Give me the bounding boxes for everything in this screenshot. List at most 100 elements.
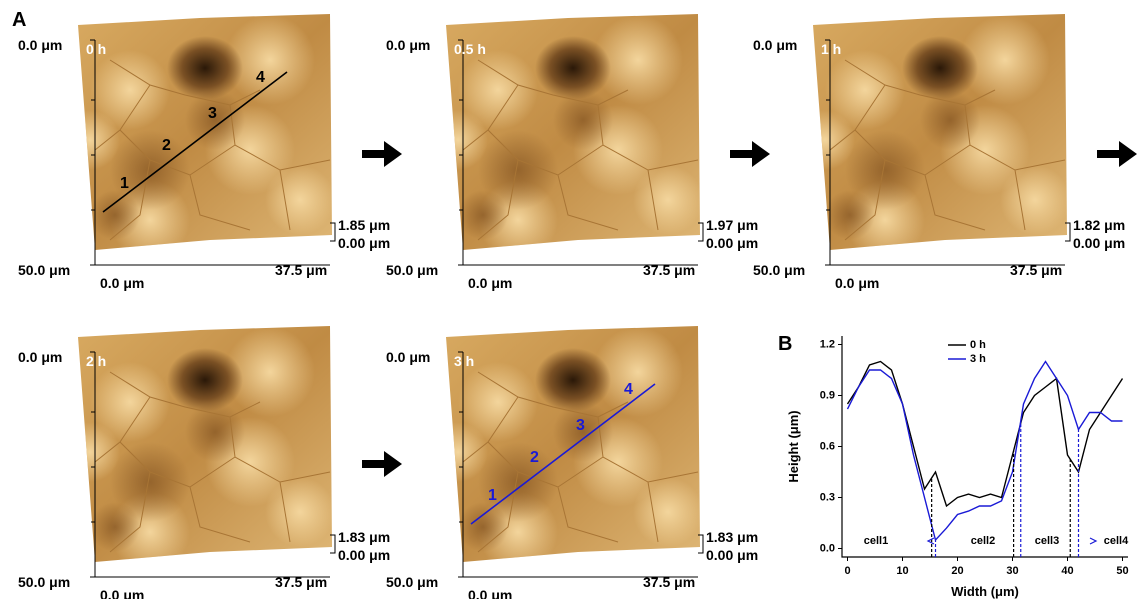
x-tick-label: 30 [1006,565,1018,577]
cell-dome [813,110,855,170]
axis-label: 0.00 μm [1073,235,1125,251]
cell-dome [90,362,170,442]
cell-low [458,190,508,240]
cell-dome [960,15,1050,105]
afm-panel: 3 h 0.0 μm 50.0 μm 0.0 μm 37.5 μm 1.83 μm 0.00… [386,326,758,599]
legend-label: 3 h [970,353,986,365]
axis-label: 50.0 μm [18,574,70,590]
axis-label: 0.0 μm [753,37,797,53]
y-axis-label: Height (μm) [786,410,801,482]
profile-label: 1 [120,175,129,192]
series-line [846,360,1124,508]
axis-label: 1.83 μm [338,529,390,545]
profile-label: 3 [208,105,217,122]
axis-label: 50.0 μm [18,262,70,278]
profile-label: 2 [162,137,171,154]
axis-label: 0.0 μm [468,275,512,291]
axis-frame [458,351,704,578]
pit [167,348,243,412]
series-line [846,360,1123,542]
profile-label: 3 [576,417,585,434]
y-tick-label: 0.3 [820,491,835,503]
cell-low [110,442,190,522]
cell-dome [446,422,488,482]
cell-dome [458,50,538,130]
cell-dome [78,110,120,170]
axis-label: 50.0 μm [386,574,438,590]
x-tick-label: 20 [951,565,963,577]
afm-panel: 0.5 h 0.0 μm 50.0 μm 0.0 μm 37.5 μm 1.97 μm 0.… [386,14,758,291]
cell-low [920,90,980,150]
axis-frame [825,39,1071,266]
axis-label: 0.00 μm [706,235,758,251]
cell-low [478,442,558,522]
time-label: 1 h [821,41,841,57]
axis-label: 0.0 μm [386,37,430,53]
panel-letter: B [778,333,792,355]
cell-label: cell3 [1035,535,1059,547]
afm-panel: 0 h 0.0 μm 50.0 μm 0.0 μm 37.5 μm 1.85 μm 0.00… [18,14,390,291]
axis-label: 50.0 μm [386,262,438,278]
cell-borders [94,59,331,241]
axis-label: 37.5 μm [643,262,695,278]
afm-image [446,14,700,250]
afm-image [78,326,332,562]
axis-label: 1.97 μm [706,217,758,233]
axis-label: 37.5 μm [275,262,327,278]
axis-label: 0.00 μm [338,547,390,563]
cell-dome [633,165,700,235]
axis-label: 1.82 μm [1073,217,1125,233]
cell-dome [1000,165,1067,235]
afm-image [78,14,332,250]
axis-label: 0.00 μm [706,547,758,563]
afm-image [446,326,700,562]
axis-label: 1.85 μm [338,217,390,233]
axis-label: 0.0 μm [386,349,430,365]
cell-dome [458,362,538,442]
afm-panel: 1 h 0.0 μm 50.0 μm 0.0 μm 37.5 μm 1.82 μm 0.00… [753,14,1125,291]
axis-label: 0.0 μm [100,275,144,291]
cell-label: cell2 [971,535,995,547]
axis-label: 0.0 μm [468,587,512,599]
cell-dome [633,477,700,547]
profile-label: 1 [488,487,497,504]
cell-dome [225,15,315,105]
axis-label: 50.0 μm [753,262,805,278]
range-arrow [926,537,1098,545]
cell-dome [265,477,332,547]
cell-low [458,502,508,552]
cell-borders [94,371,331,553]
pit [167,36,243,100]
x-axis-label: Width (μm) [951,584,1019,599]
profile-label: 4 [624,381,633,398]
y-tick-label: 0.0 [820,542,835,554]
axis-line [841,336,1128,558]
cell-label: cell1 [864,535,888,547]
axis-label: 37.5 μm [1010,262,1062,278]
cell-dome [90,50,170,130]
axis-label: 37.5 μm [275,574,327,590]
cell-label: cell4 [1104,535,1129,547]
y-tick-label: 1.2 [820,338,835,350]
y-tick-label: 0.9 [820,389,835,401]
pit [535,348,611,412]
profile-label: 2 [530,449,539,466]
x-tick-label: 40 [1061,565,1073,577]
cell-low [825,190,875,240]
cell-dome [593,15,683,105]
cell-dome [265,165,332,235]
axis-label: 0.0 μm [18,349,62,365]
time-label: 0.5 h [454,41,486,57]
cell-dome [78,422,120,482]
pit [902,36,978,100]
cell-borders [462,371,699,553]
afm-panel: 2 h 0.0 μm 50.0 μm 0.0 μm 37.5 μm 1.83 μm 0.00… [18,326,390,599]
y-tick-label: 0.6 [820,440,835,452]
profile-line [470,383,656,525]
axis-label: 1.83 μm [706,529,758,545]
legend-label: 0 h [970,339,986,351]
cell-borders [462,59,699,241]
cell-dome [593,327,683,417]
time-label: 0 h [86,41,106,57]
